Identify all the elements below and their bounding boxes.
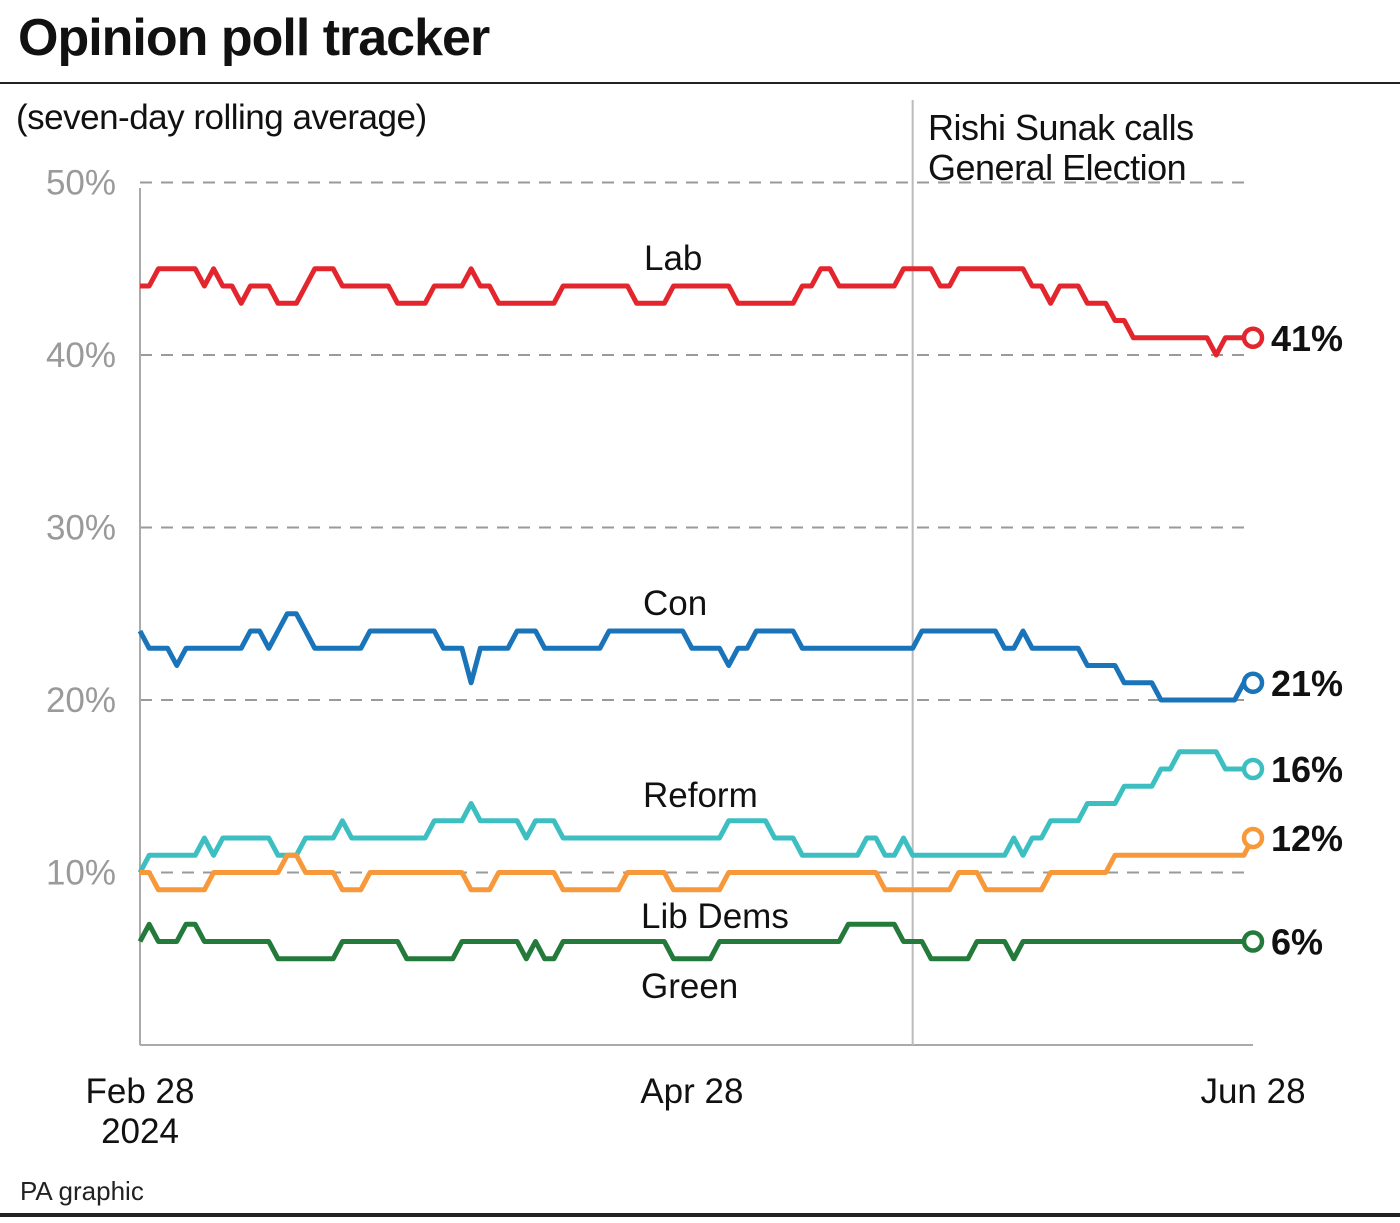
chart-subtitle: (seven-day rolling average) (16, 98, 427, 137)
source-credit: PA graphic (20, 1176, 144, 1206)
y-tick-label: 50% (46, 164, 116, 203)
x-tick-label: 2024 (101, 1112, 179, 1151)
y-tick-label: 40% (46, 336, 116, 375)
end-point-green (1241, 930, 1265, 953)
title-divider (0, 82, 1400, 84)
y-tick-label: 30% (46, 509, 116, 548)
annotation-line-1: Rishi Sunak calls (928, 107, 1194, 148)
series-label-lib-dems: Lib Dems (641, 897, 789, 936)
series-line-lab (140, 266, 1253, 358)
end-point-lab (1241, 326, 1265, 349)
chart-title: Opinion poll tracker (18, 9, 490, 67)
end-label-lab: 41% (1271, 318, 1343, 359)
series-label-green: Green (641, 967, 738, 1006)
x-tick-label: Feb 28 (86, 1072, 195, 1111)
end-point-reform (1241, 757, 1265, 781)
end-point-con (1241, 671, 1265, 694)
end-label-reform: 16% (1271, 749, 1343, 790)
series-label-con: Con (643, 584, 707, 623)
end-label-con: 21% (1271, 663, 1343, 704)
series-line-reform (137, 749, 1253, 874)
y-tick-label: 10% (46, 854, 116, 893)
series-line-lib-dems (140, 836, 1256, 893)
series-label-reform: Reform (643, 776, 758, 815)
x-tick-label: Jun 28 (1200, 1072, 1305, 1111)
bottom-divider (0, 1213, 1400, 1217)
series-label-lab: Lab (644, 239, 702, 278)
end-label-green: 6% (1271, 922, 1323, 963)
annotation-line-2: General Election (928, 147, 1187, 188)
series-line-green (137, 921, 1253, 962)
x-tick-label: Apr 28 (640, 1072, 743, 1111)
end-label-lib-dems: 12% (1271, 818, 1343, 859)
y-tick-label: 20% (46, 681, 116, 720)
election-annotation: Rishi Sunak calls General Election (928, 108, 1194, 188)
end-point-lib-dems (1241, 826, 1265, 850)
series-line-con (137, 611, 1253, 703)
